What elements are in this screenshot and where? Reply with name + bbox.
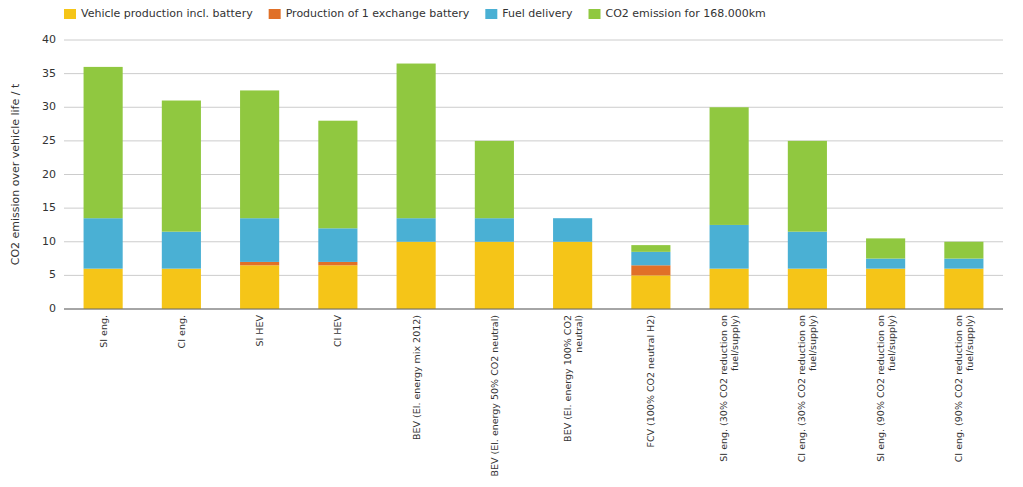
bar-segment — [710, 107, 749, 225]
legend-swatch — [485, 9, 497, 19]
bar-segment — [84, 269, 123, 309]
bar-segment — [397, 242, 436, 309]
bar-segment — [553, 242, 592, 309]
bar-segment — [240, 218, 279, 262]
bar-segment — [631, 252, 670, 265]
bar-segment — [788, 269, 827, 309]
bar-segment — [710, 269, 749, 309]
x-tick-label: SI HEV — [254, 315, 265, 347]
bar-segment — [475, 141, 514, 218]
grid-line — [64, 73, 1003, 74]
x-tick-label-line: CI eng. — [176, 315, 187, 348]
x-tick-label: BEV (El. energy 100% CO2neutral) — [562, 315, 584, 442]
bar-segment — [475, 218, 514, 242]
bar-segment — [631, 275, 670, 309]
legend-swatch — [269, 9, 281, 19]
legend-swatch — [64, 9, 76, 19]
legend-swatch — [589, 9, 601, 19]
legend-label: Vehicle production incl. battery — [81, 7, 253, 20]
x-tick-label-line: BEV (El. energy mix 2012) — [411, 315, 422, 440]
bar-segment — [240, 90, 279, 218]
bar-segment — [318, 121, 357, 229]
bar-segment — [240, 265, 279, 309]
bar-segment — [631, 245, 670, 252]
y-tick-label: 10 — [42, 235, 56, 248]
y-tick-label: 40 — [42, 33, 56, 46]
x-tick-label: CI eng. (30% CO2 reduction onfuel/supply… — [796, 315, 818, 462]
y-tick-label: 15 — [42, 201, 56, 214]
x-tick-label: SI eng. (90% CO2 reduction onfuel/supply… — [875, 315, 897, 462]
bar-segment — [318, 262, 357, 265]
x-tick-label-line: SI HEV — [254, 315, 265, 347]
x-tick-label-line: BEV (El. energy 100% CO2 — [562, 315, 573, 442]
y-tick-label: 30 — [42, 100, 56, 113]
bar-segment — [631, 265, 670, 275]
x-tick-label-line: CI eng. (90% CO2 reduction on — [953, 315, 964, 462]
y-tick-label: 0 — [49, 302, 56, 315]
bar-segment — [553, 218, 592, 219]
bar-segment — [944, 269, 983, 309]
x-tick-label-line: CI HEV — [332, 315, 343, 348]
bar-segment — [475, 242, 514, 309]
grid-line — [64, 40, 1003, 41]
bar-segment — [710, 225, 749, 269]
x-tick-label-line: fuel/supply) — [886, 315, 897, 371]
x-tick-label: CI eng. (90% CO2 reduction onfuel/supply… — [953, 315, 975, 462]
bar-segment — [84, 218, 123, 268]
x-tick-label: SI eng. — [98, 315, 109, 348]
grid-line — [64, 309, 1003, 310]
grid-line — [64, 208, 1003, 209]
bar-segment — [866, 238, 905, 258]
bar-segment — [788, 232, 827, 269]
x-tick-label-line: fuel/supply) — [729, 315, 740, 371]
bar-segment — [553, 218, 592, 242]
grid-line — [64, 174, 1003, 175]
bar-segment — [866, 259, 905, 269]
legend-label: Production of 1 exchange battery — [286, 7, 470, 20]
bar-segment — [162, 232, 201, 269]
x-axis-line — [64, 309, 1003, 310]
legend: Vehicle production incl. battery Producti… — [64, 7, 766, 20]
bar-segment — [397, 218, 436, 242]
y-tick-label: 35 — [42, 67, 56, 80]
x-tick-label: CI eng. — [176, 315, 187, 348]
legend-label: Fuel delivery — [502, 7, 573, 20]
bar-segment — [788, 141, 827, 232]
grid-line — [64, 140, 1003, 141]
bar-segment — [944, 259, 983, 269]
x-tick-label-line: SI eng. — [98, 315, 109, 348]
x-tick-label-line: SI eng. (90% CO2 reduction on — [875, 315, 886, 462]
y-axis-label: CO2 emission over vehicle life / t — [9, 83, 22, 265]
bar-segment — [84, 67, 123, 218]
x-tick-label-line: FCV (100% CO2 neutral H2) — [645, 315, 656, 448]
x-tick-label-line: SI eng. (30% CO2 reduction on — [718, 315, 729, 462]
x-tick-label-line: fuel/supply) — [807, 315, 818, 371]
x-tick-label-line: neutral) — [573, 315, 584, 353]
x-tick-label-line: fuel/supply) — [964, 315, 975, 371]
grid-line — [64, 241, 1003, 242]
chart: 0 5 10 15 20 25 30 35 40 CO2 emission over vehicl… — [0, 0, 1023, 487]
bar-segment — [318, 265, 357, 309]
x-tick-label: SI eng. (30% CO2 reduction onfuel/supply… — [718, 315, 740, 462]
bar-segment — [397, 64, 436, 219]
bar-segment — [240, 262, 279, 265]
bar-segment — [944, 242, 983, 259]
x-tick-label-line: CI eng. (30% CO2 reduction on — [796, 315, 807, 462]
x-tick-label: FCV (100% CO2 neutral H2) — [645, 315, 656, 448]
y-tick-label: 20 — [42, 168, 56, 181]
bars — [84, 64, 984, 309]
x-tick-label: CI HEV — [332, 315, 343, 348]
x-tick-label: BEV (El. energy mix 2012) — [411, 315, 422, 440]
y-tick-label: 25 — [42, 134, 56, 147]
grid-line — [64, 275, 1003, 276]
bar-segment — [866, 269, 905, 309]
x-tick-label: BEV (El. energy 50% CO2 neutral) — [489, 315, 500, 477]
grid-line — [64, 107, 1003, 108]
y-tick-label: 5 — [49, 268, 56, 281]
x-tick-label-line: BEV (El. energy 50% CO2 neutral) — [489, 315, 500, 477]
legend-label: CO2 emission for 168.000km — [606, 7, 766, 20]
bar-segment — [318, 228, 357, 262]
bar-segment — [162, 101, 201, 232]
bar-segment — [162, 269, 201, 309]
